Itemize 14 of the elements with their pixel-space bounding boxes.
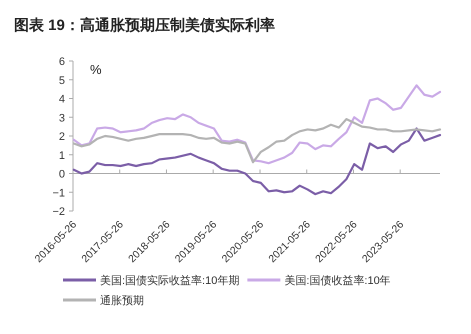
legend-label: 通胀预期 xyxy=(100,295,144,307)
ytick: −2 xyxy=(52,206,65,218)
legend-label: 美国:国债收益率:10年 xyxy=(284,275,391,287)
ytick: 4 xyxy=(58,94,65,106)
ytick: −1 xyxy=(52,187,65,200)
ytick: 5 xyxy=(58,74,65,87)
ytick: 1 xyxy=(58,150,65,162)
ytick: 6 xyxy=(58,56,65,68)
ytick: 2 xyxy=(58,131,65,143)
title: 图表 19：高通胀预期压制美债实际利率 xyxy=(14,17,275,34)
legend-label: 美国:国债实际收益率:10年期 xyxy=(100,275,240,287)
ylabel: % xyxy=(90,62,102,77)
ytick: 0 xyxy=(58,168,65,180)
ytick: 3 xyxy=(58,112,65,124)
